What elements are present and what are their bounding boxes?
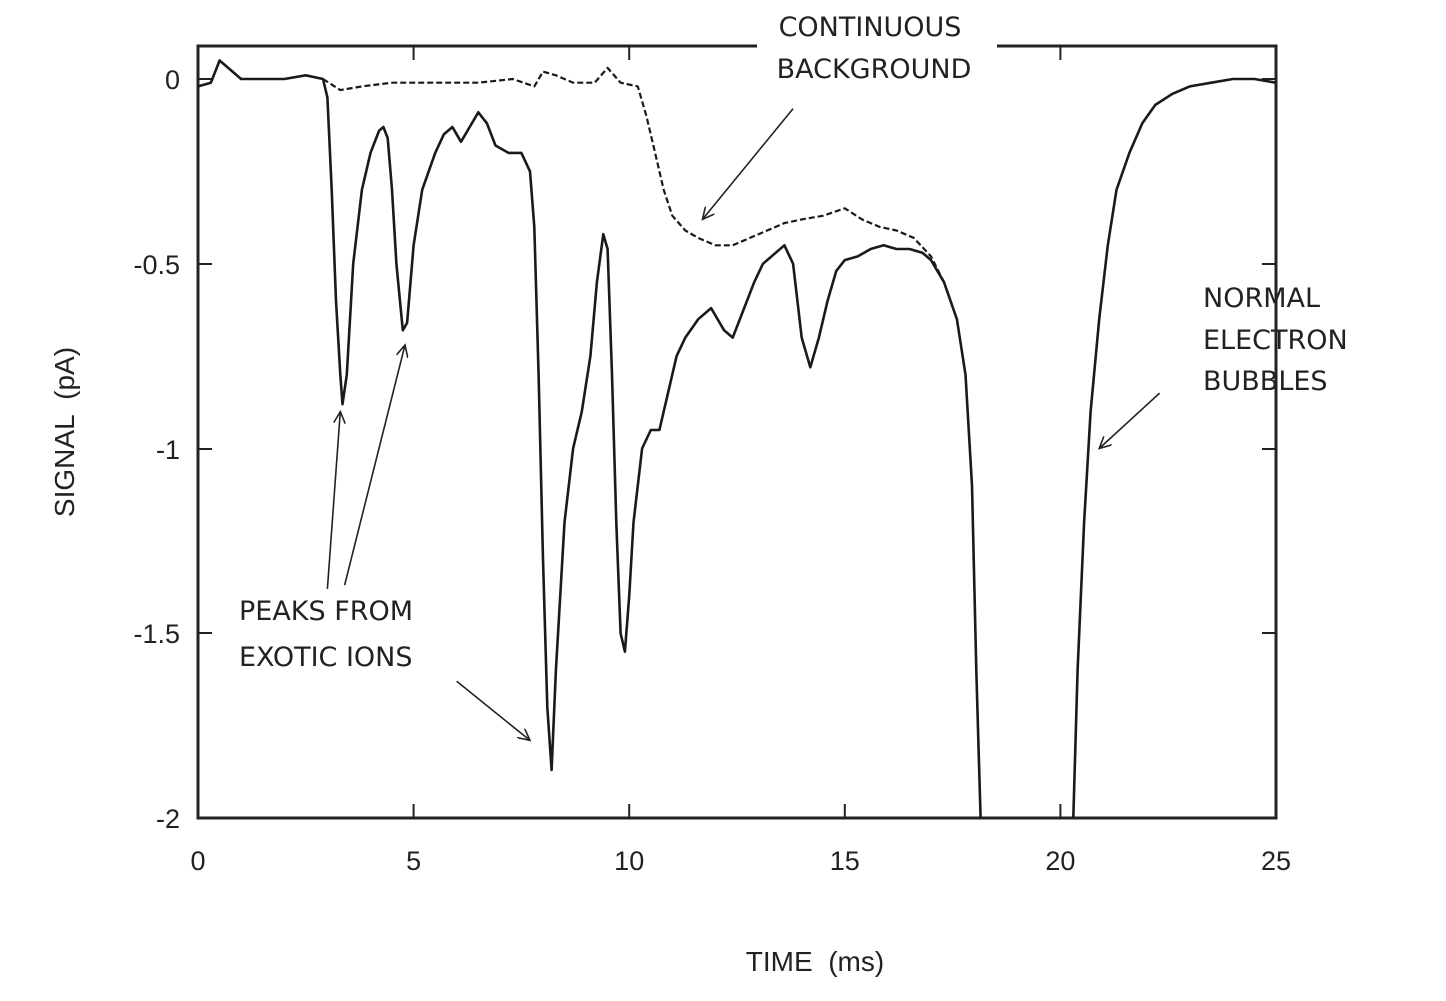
series-group: [197, 59, 1277, 819]
annotation-line: PEAKS FROM: [239, 596, 413, 627]
continuous-background-series: [322, 66, 945, 283]
x-tick-label-2: 10: [614, 846, 644, 876]
plot-frame: [196, 44, 1278, 820]
annotation-line: EXOTIC IONS: [239, 642, 413, 673]
y-tick-label-4: -2: [156, 804, 180, 834]
y-tick-label-1: -0.5: [133, 250, 180, 280]
annotation-line: CONTINUOUS: [779, 12, 962, 43]
x-axis: 0 5 10 15 20 25: [190, 46, 1291, 876]
top-label-gap: [757, 38, 997, 56]
annotation-continuous-background: CONTINUOUS BACKGROUND: [703, 12, 972, 220]
annotation-line: ELECTRON: [1203, 325, 1348, 356]
x-tick-label-5: 25: [1261, 846, 1291, 876]
annotation-arrow: [343, 345, 405, 586]
annotation-peaks-exotic-ions: PEAKS FROM EXOTIC IONS: [239, 345, 530, 740]
signal-trace-series: [197, 59, 982, 819]
y-tick-label-2: -1: [156, 435, 180, 465]
annotation-arrow: [456, 680, 530, 740]
x-tick-label-1: 5: [406, 846, 421, 876]
x-tick-label-4: 20: [1045, 846, 1075, 876]
y-axis-title: SIGNAL (pA): [49, 347, 80, 517]
annotation-line: NORMAL: [1203, 283, 1320, 314]
annotation-arrow: [1099, 392, 1161, 448]
annotation-line: BUBBLES: [1203, 366, 1328, 397]
y-tick-label-0: 0: [165, 65, 180, 95]
signal-recovery-series: [1072, 77, 1277, 819]
x-tick-label-0: 0: [190, 846, 205, 876]
x-tick-label-3: 15: [830, 846, 860, 876]
annotation-arrow: [326, 412, 340, 589]
y-tick-label-3: -1.5: [133, 619, 180, 649]
annotation-normal-electron-bubbles: NORMAL ELECTRON BUBBLES: [1099, 283, 1348, 449]
annotation-line: BACKGROUND: [777, 54, 972, 85]
annotation-arrow: [703, 108, 794, 220]
y-axis: 0 -0.5 -1 -1.5 -2: [133, 65, 1276, 834]
x-axis-title: TIME (ms): [746, 946, 884, 977]
